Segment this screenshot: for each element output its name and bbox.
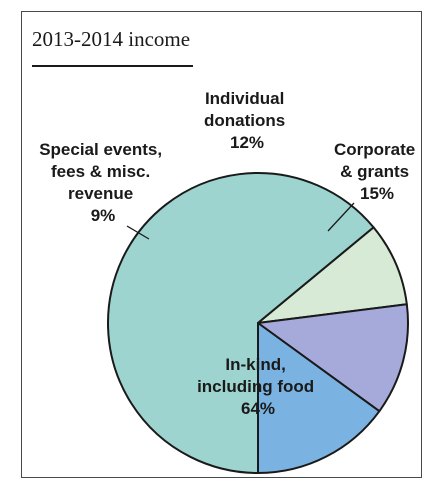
slice-label-in-kind: In-kind, including food 64%	[197, 355, 319, 418]
slice-label-special-events: Special events, fees & misc. revenue 9%	[39, 140, 167, 225]
slice-label-line: Individual	[205, 89, 284, 108]
pie-slice-individual	[257, 303, 410, 413]
slice-label-corporate-grants: Corporate & grants 15%	[334, 140, 420, 203]
slice-label-line: fees & misc.	[51, 162, 150, 181]
slice-value-label: 15%	[360, 184, 394, 203]
slice-value-label: 9%	[91, 206, 116, 225]
title-underline	[32, 65, 193, 67]
slice-label-line: including food	[197, 377, 314, 396]
slice-label-line: In-kind,	[225, 355, 285, 374]
slice-label-line: revenue	[68, 184, 133, 203]
leader-line-corporate	[327, 202, 355, 232]
leader-line-special-events	[126, 225, 150, 240]
pie-slice-in-kind	[107, 172, 375, 474]
pie-slice-special-events	[257, 226, 408, 324]
slice-value-label: 12%	[230, 133, 264, 152]
slice-label-line: donations	[204, 111, 285, 130]
chart-title: 2013-2014 income	[32, 27, 191, 51]
slice-label-line: & grants	[340, 162, 409, 181]
pie-slice-corporate	[257, 322, 381, 474]
slice-label-line: Special events,	[39, 140, 162, 159]
slice-label-line: Corporate	[334, 140, 415, 159]
slice-value-label: 64%	[241, 399, 275, 418]
slice-label-individual-donations: Individual donations 12%	[204, 89, 290, 152]
pie-slices	[107, 172, 410, 474]
